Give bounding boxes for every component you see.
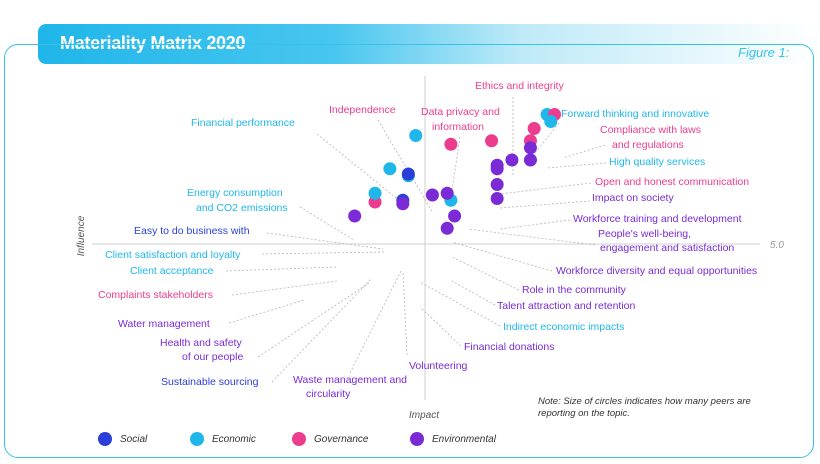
point-label: Ethics and integrity [475, 80, 564, 92]
data-points [348, 108, 561, 235]
data-point [440, 221, 454, 235]
leader-line [349, 270, 402, 374]
point-label: Indirect economic impacts [503, 321, 624, 333]
point-label: Role in the community [522, 284, 627, 296]
point-label: Client satisfaction and loyalty [105, 249, 241, 261]
data-point [409, 129, 423, 142]
leader-line [231, 280, 338, 296]
point-label: Workforce diversity and equal opportunit… [556, 265, 757, 277]
data-point [401, 167, 415, 181]
legend-item: Social [98, 432, 147, 446]
point-label: Easy to do business with [134, 225, 250, 237]
y-axis-label: Influence [76, 215, 87, 256]
point-label: and CO2 emissions [196, 202, 288, 214]
leader-line [467, 228, 596, 246]
leader-line [402, 270, 408, 356]
leader-line [228, 299, 305, 324]
point-label: Sustainable sourcing [161, 376, 259, 388]
data-point [490, 158, 504, 172]
point-label: People's well-being, [598, 228, 691, 240]
point-label: Workforce training and development [573, 213, 742, 225]
point-label: Waste management and [293, 374, 407, 386]
data-point [383, 162, 397, 176]
point-label: engagement and satisfaction [600, 242, 734, 254]
data-point [396, 197, 410, 211]
legend-item: Governance [292, 432, 368, 446]
data-point [448, 209, 462, 223]
point-label: Forward thinking and innovative [561, 108, 709, 120]
x-axis-label: Impact [409, 410, 440, 421]
chart-frame [4, 44, 814, 458]
point-label: of our people [182, 351, 243, 363]
leader-line [225, 266, 338, 272]
leader-line [419, 306, 462, 347]
legend-item: Economic [190, 432, 256, 446]
data-point [368, 186, 382, 200]
data-point [348, 209, 362, 223]
data-point [490, 192, 504, 205]
reference-value: 5.0 [770, 240, 784, 251]
data-point [523, 153, 537, 167]
leader-line [499, 182, 592, 195]
point-labels: Ethics and integrity Forward thinking and… [98, 80, 757, 400]
point-label: Open and honest communication [595, 176, 749, 188]
legend-label: Governance [314, 433, 369, 445]
point-label: Talent attraction and retention [497, 300, 636, 312]
point-label: Data privacy and [421, 106, 500, 118]
legend-swatch [292, 432, 306, 446]
leader-line [266, 232, 384, 250]
point-label: and regulations [612, 139, 684, 151]
legend-swatch [190, 432, 204, 446]
leader-line [499, 219, 571, 230]
legend-label: Economic [212, 433, 256, 445]
point-label: Water management [118, 318, 210, 330]
point-label: Impact on society [592, 192, 674, 204]
leader-line [451, 241, 553, 272]
point-label: circularity [306, 388, 351, 400]
leader-line [316, 133, 401, 202]
leader-line [261, 251, 385, 255]
point-label: Volunteering [409, 360, 468, 372]
point-label: High quality services [609, 156, 705, 168]
point-label: Health and safety [160, 337, 242, 349]
data-point [544, 115, 558, 128]
point-label: Complaints stakeholders [98, 289, 213, 301]
leader-line [530, 122, 560, 159]
data-point [490, 178, 504, 191]
leader-line [451, 256, 520, 291]
axes: 5.0 Impact Influence [76, 76, 784, 421]
data-point [505, 153, 519, 167]
point-label: Energy consumption [187, 187, 283, 199]
leader-line [271, 278, 372, 383]
point-label: Independence [329, 104, 396, 116]
page-title: Materiality Matrix 2020 [60, 33, 246, 53]
data-point [523, 141, 537, 155]
data-point [485, 134, 499, 148]
legend-item: Environmental [410, 432, 496, 446]
point-label: Financial performance [191, 117, 295, 129]
data-point [440, 186, 454, 200]
leader-line [499, 200, 591, 209]
point-label: Client acceptance [130, 265, 214, 277]
leader-line [562, 144, 606, 159]
size-note: Note: Size of circles indicates how many… [538, 396, 751, 419]
legend-label: Environmental [432, 433, 496, 445]
data-point [425, 188, 439, 202]
point-label: information [432, 121, 484, 133]
leader-line [257, 282, 370, 358]
legend-swatch [410, 432, 424, 446]
leader-line [451, 280, 496, 306]
legend-swatch [98, 432, 112, 446]
point-label: Financial donations [464, 341, 554, 353]
point-label: Compliance with laws [600, 124, 701, 136]
leader-line [299, 206, 355, 241]
data-point [444, 137, 458, 151]
figure-label: Figure 1: [738, 45, 790, 60]
legend-label: Social [120, 433, 148, 445]
leader-line [419, 281, 501, 327]
leader-line [546, 162, 607, 169]
data-point [527, 122, 541, 135]
